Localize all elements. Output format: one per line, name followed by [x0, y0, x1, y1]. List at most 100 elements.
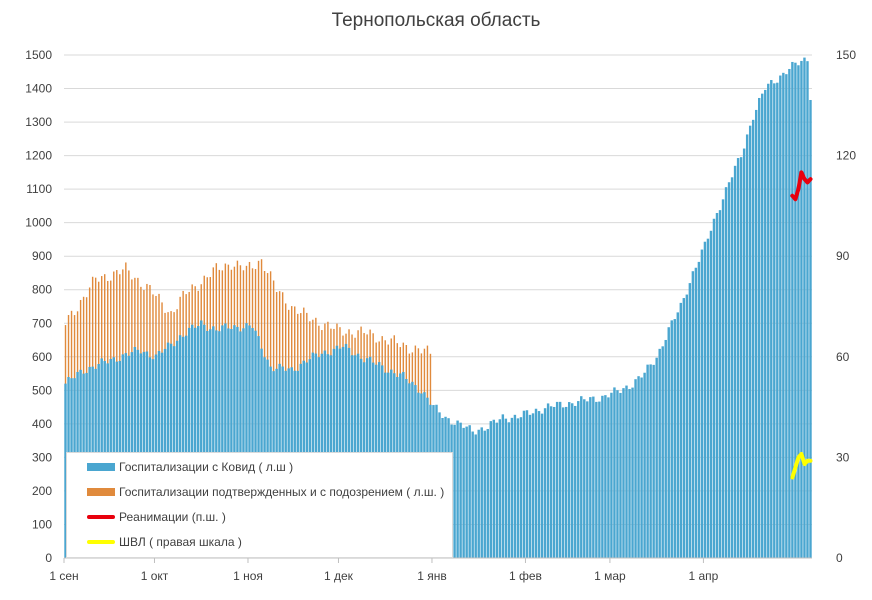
y-left-tick-label: 1200 — [25, 149, 52, 163]
bar-covid — [242, 328, 245, 558]
bar-covid — [486, 429, 489, 558]
y-left-tick-label: 400 — [32, 417, 52, 431]
bar-covid — [767, 83, 770, 558]
bar-covid — [727, 182, 731, 559]
bar-covid — [489, 421, 492, 558]
bar-covid — [540, 413, 544, 558]
bar-covid — [534, 408, 538, 558]
bar-covid — [809, 99, 812, 559]
bar-covid — [498, 419, 502, 558]
bar-covid — [495, 422, 499, 558]
bar-covid — [592, 396, 595, 558]
bar-covid — [742, 148, 746, 559]
bar-covid — [694, 267, 698, 558]
bar-covid — [212, 326, 215, 558]
bar-covid — [248, 325, 251, 558]
bar-covid — [181, 336, 185, 558]
bar-covid — [218, 331, 221, 558]
bar-covid — [254, 330, 257, 558]
line-series — [790, 170, 813, 480]
bar-covid — [344, 343, 348, 558]
y-left-tick-label: 1500 — [25, 48, 52, 62]
bar-covid — [670, 320, 673, 558]
bar-covid — [574, 405, 577, 558]
chart-title: Тернопольская область — [331, 10, 541, 31]
legend-item-ventilator: ШВЛ ( правая шкала ) — [87, 532, 242, 552]
bar-covid — [480, 427, 483, 558]
y-left-tick-label: 100 — [32, 517, 52, 531]
bar-covid — [640, 377, 643, 558]
bar-covid — [586, 401, 589, 558]
bar-covid — [215, 330, 218, 558]
bar-covid — [634, 379, 637, 558]
y-left-tick-label: 800 — [32, 283, 52, 297]
bar-covid — [794, 62, 797, 558]
bar-covid — [697, 261, 701, 558]
bar-covid — [504, 418, 508, 558]
legend-swatch-suspected — [87, 488, 115, 496]
bar-covid — [513, 414, 517, 558]
bar-covid — [492, 419, 496, 558]
legend-label: Госпитализации с Ковид ( л.ш ) — [119, 460, 294, 474]
bar-covid — [567, 402, 571, 558]
line-ventilator — [790, 452, 813, 480]
bar-covid — [806, 61, 809, 559]
bar-covid — [561, 407, 565, 558]
bar-covid — [239, 331, 242, 558]
bar-covid — [571, 403, 574, 558]
bar-covid — [190, 324, 194, 558]
bar-covid — [613, 387, 616, 558]
bar-covid — [610, 392, 613, 558]
bar-covid — [664, 339, 667, 558]
bar-covid — [64, 383, 67, 558]
bar-covid — [178, 335, 182, 558]
bar-covid — [706, 238, 710, 558]
bar-covid — [206, 330, 209, 558]
bar-covid — [465, 426, 468, 558]
y-axis-left: 0 100 200 300 400 500 600 700 800 900 1000 1100 1200… — [25, 48, 52, 565]
bar-covid — [745, 134, 749, 559]
bar-covid — [667, 327, 670, 558]
bar-covid — [522, 410, 526, 558]
y-left-tick-label: 1000 — [25, 216, 52, 230]
bar-covid — [227, 328, 230, 558]
bar-covid — [471, 431, 474, 558]
bar-covid — [709, 230, 713, 558]
bar-covid — [682, 298, 686, 558]
legend: Госпитализации с Ковид ( л.ш ) Госпитали… — [66, 452, 453, 558]
bar-covid — [197, 326, 200, 558]
bar-covid — [601, 395, 604, 558]
y-right-tick-label: 60 — [836, 350, 850, 364]
bar-covid — [528, 414, 532, 558]
bar-covid — [788, 68, 791, 559]
bar-covid — [770, 80, 773, 558]
bar-covid — [761, 93, 764, 558]
bar-covid — [649, 364, 652, 558]
bar-covid — [335, 345, 339, 558]
bar-covid — [474, 434, 477, 558]
x-tick-label: 1 мар — [594, 569, 626, 583]
bar-covid — [175, 340, 179, 558]
bar-covid — [531, 413, 535, 558]
bar-covid — [209, 329, 212, 558]
bar-covid — [166, 342, 170, 558]
legend-label: Госпитализации подтвержденных и с подозр… — [119, 485, 445, 499]
legend-item-icu: Реанимации (п.ш. ) — [87, 507, 226, 527]
bar-covid — [712, 218, 716, 558]
x-tick-label: 1 дек — [324, 569, 354, 583]
x-tick-label: 1 окт — [141, 569, 169, 583]
bar-covid — [462, 427, 465, 558]
y-left-tick-label: 1400 — [25, 82, 52, 96]
bar-covid — [616, 390, 619, 558]
y-left-tick-label: 900 — [32, 249, 52, 263]
bar-covid — [257, 336, 260, 558]
bar-covid — [598, 401, 601, 558]
bar-covid — [733, 165, 737, 558]
bar-covid — [655, 357, 658, 558]
x-tick-label: 1 ноя — [233, 569, 263, 583]
y-left-tick-label: 500 — [32, 383, 52, 397]
bar-covid — [224, 323, 227, 558]
bar-covid — [459, 422, 462, 558]
bar-covid — [751, 119, 755, 558]
bar-covid — [468, 425, 471, 558]
